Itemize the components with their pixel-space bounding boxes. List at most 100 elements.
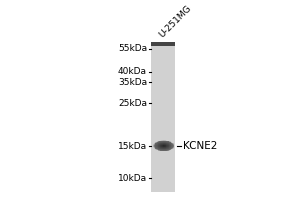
- Bar: [160, 144, 161, 145]
- Bar: [161, 141, 162, 142]
- Bar: [163, 145, 164, 146]
- Bar: [160, 149, 161, 150]
- Bar: [171, 140, 172, 141]
- Bar: [152, 128, 175, 130]
- Bar: [165, 147, 166, 148]
- Bar: [161, 140, 162, 141]
- Bar: [159, 144, 160, 145]
- Bar: [152, 102, 175, 104]
- Bar: [165, 144, 166, 145]
- Bar: [152, 104, 175, 105]
- Bar: [154, 140, 155, 141]
- Bar: [152, 122, 175, 124]
- Bar: [172, 142, 173, 143]
- Bar: [155, 146, 156, 147]
- Bar: [152, 165, 175, 167]
- Bar: [152, 119, 175, 120]
- Bar: [158, 146, 159, 147]
- Bar: [153, 146, 154, 147]
- Bar: [167, 147, 168, 148]
- Bar: [152, 144, 153, 145]
- Bar: [153, 151, 154, 152]
- Bar: [152, 77, 175, 79]
- Bar: [164, 144, 165, 145]
- Bar: [163, 150, 164, 151]
- Bar: [160, 144, 161, 145]
- Bar: [169, 145, 170, 146]
- Bar: [158, 140, 159, 141]
- Bar: [161, 144, 162, 145]
- Bar: [173, 150, 174, 151]
- Bar: [169, 148, 170, 149]
- Bar: [154, 150, 155, 151]
- Bar: [167, 142, 168, 143]
- Bar: [163, 144, 164, 145]
- Bar: [160, 143, 161, 144]
- Bar: [161, 145, 162, 146]
- Bar: [156, 145, 157, 146]
- Bar: [167, 144, 168, 145]
- Bar: [162, 146, 163, 147]
- Bar: [158, 143, 159, 144]
- Bar: [157, 146, 158, 147]
- Bar: [172, 140, 173, 141]
- Bar: [168, 146, 169, 147]
- Bar: [155, 144, 156, 145]
- Bar: [152, 143, 175, 145]
- Bar: [160, 141, 161, 142]
- Bar: [159, 148, 160, 149]
- Bar: [152, 45, 175, 47]
- Bar: [168, 147, 169, 148]
- Bar: [166, 145, 167, 146]
- Bar: [170, 143, 171, 144]
- Bar: [154, 142, 155, 143]
- Bar: [164, 143, 165, 144]
- Text: 35kDa: 35kDa: [118, 78, 147, 87]
- Bar: [152, 53, 175, 55]
- Bar: [160, 142, 161, 143]
- Bar: [172, 147, 173, 148]
- Bar: [157, 143, 158, 144]
- Bar: [152, 146, 153, 147]
- Bar: [155, 141, 156, 142]
- Bar: [167, 149, 168, 150]
- Bar: [152, 96, 175, 98]
- Bar: [166, 146, 167, 147]
- Bar: [152, 109, 175, 111]
- Bar: [159, 141, 160, 142]
- Bar: [152, 64, 175, 66]
- Bar: [160, 140, 161, 141]
- Bar: [168, 148, 169, 149]
- Bar: [170, 146, 171, 147]
- Bar: [156, 150, 157, 151]
- Bar: [152, 42, 175, 44]
- Bar: [152, 150, 153, 151]
- Bar: [162, 143, 163, 144]
- Bar: [164, 146, 165, 147]
- Bar: [164, 140, 165, 141]
- Bar: [154, 146, 155, 147]
- Bar: [156, 147, 157, 148]
- Bar: [152, 141, 175, 143]
- Bar: [152, 83, 175, 85]
- Bar: [152, 120, 175, 122]
- Bar: [169, 141, 170, 142]
- Bar: [168, 150, 169, 151]
- Bar: [152, 117, 175, 119]
- Bar: [160, 148, 161, 149]
- Bar: [152, 98, 175, 100]
- Bar: [152, 156, 175, 158]
- Bar: [160, 143, 161, 144]
- Bar: [154, 144, 155, 145]
- Bar: [170, 147, 171, 148]
- Bar: [169, 143, 170, 144]
- Bar: [156, 148, 157, 149]
- Bar: [171, 146, 172, 147]
- Bar: [165, 143, 166, 144]
- Bar: [158, 151, 159, 152]
- Bar: [161, 146, 162, 147]
- Bar: [152, 139, 175, 141]
- Bar: [168, 151, 169, 152]
- Bar: [152, 162, 175, 163]
- Bar: [171, 142, 172, 143]
